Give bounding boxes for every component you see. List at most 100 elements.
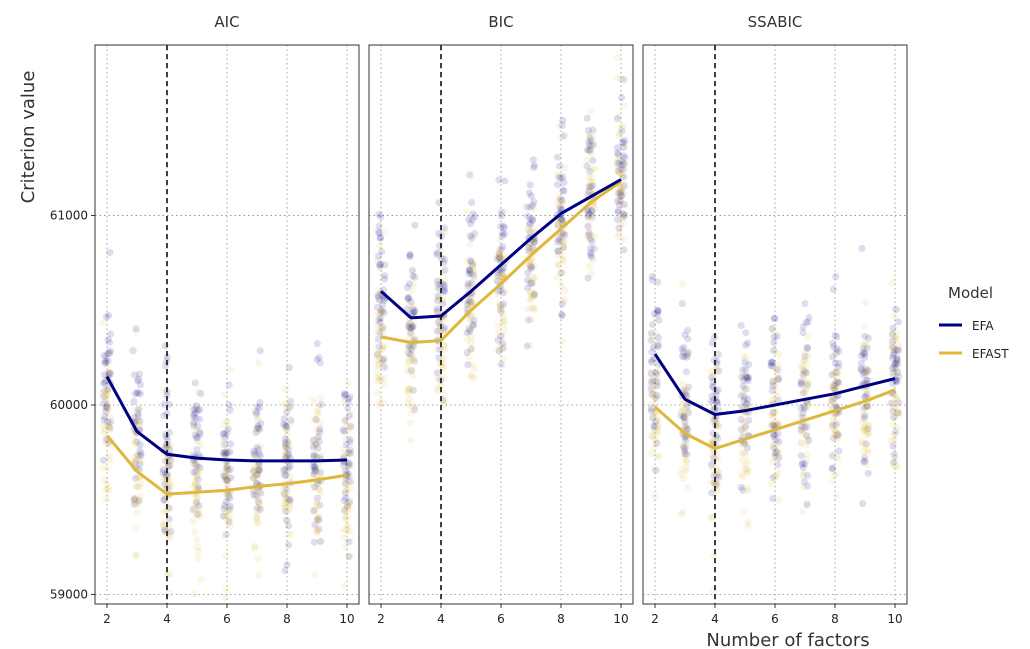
data-point <box>498 270 506 278</box>
data-point <box>828 382 837 390</box>
data-point <box>620 136 629 144</box>
data-point <box>341 392 349 400</box>
data-point <box>163 571 171 579</box>
data-point <box>159 469 167 477</box>
data-point <box>742 366 750 374</box>
data-point <box>135 496 143 504</box>
data-point <box>615 150 623 159</box>
data-point <box>681 453 689 461</box>
data-point <box>857 365 865 373</box>
data-point <box>374 371 382 379</box>
data-point <box>863 402 871 410</box>
data-point <box>285 507 293 515</box>
data-point <box>495 248 503 256</box>
data-point <box>162 508 170 516</box>
data-point <box>226 507 234 515</box>
data-point <box>801 379 809 387</box>
data-point <box>283 530 291 539</box>
data-point <box>103 391 111 399</box>
data-point <box>652 382 661 390</box>
data-point <box>467 339 475 347</box>
data-point <box>830 397 838 405</box>
data-point <box>527 279 535 287</box>
data-point <box>499 243 507 251</box>
data-point <box>739 472 747 481</box>
data-point <box>226 365 234 373</box>
data-point <box>618 184 627 193</box>
data-point <box>254 422 262 430</box>
data-point <box>834 435 842 444</box>
data-point <box>193 446 201 454</box>
data-point <box>769 430 778 438</box>
data-point <box>129 498 137 506</box>
data-point <box>163 436 172 444</box>
data-point <box>380 360 388 368</box>
data-point <box>738 403 746 411</box>
data-point <box>891 346 899 354</box>
data-point <box>223 476 231 484</box>
data-point <box>560 178 568 187</box>
data-point <box>614 167 622 175</box>
data-point <box>861 386 869 394</box>
data-point <box>467 269 475 277</box>
data-point <box>774 376 783 384</box>
data-point <box>405 395 414 403</box>
data-point <box>501 207 509 215</box>
data-point <box>190 412 198 421</box>
data-point <box>647 385 655 393</box>
data-point <box>684 409 692 418</box>
data-point <box>469 272 478 280</box>
data-point <box>833 429 841 437</box>
data-point <box>553 171 561 179</box>
data-point <box>774 440 782 448</box>
data-point <box>192 405 200 413</box>
data-point <box>613 149 621 157</box>
data-point <box>828 452 837 460</box>
data-point <box>797 422 805 430</box>
data-point <box>559 269 567 277</box>
data-point <box>799 323 807 331</box>
data-point <box>743 400 751 408</box>
data-point <box>256 499 264 507</box>
data-point <box>832 379 840 387</box>
data-point <box>526 228 535 236</box>
data-point <box>767 359 775 367</box>
data-point <box>312 416 320 424</box>
data-point <box>769 378 777 386</box>
data-point <box>377 307 385 315</box>
data-point <box>220 472 228 480</box>
data-point <box>769 420 777 429</box>
data-point <box>407 324 415 332</box>
data-point <box>684 425 692 433</box>
data-point <box>494 336 502 344</box>
data-point <box>135 375 143 383</box>
data-point <box>287 419 295 427</box>
data-point <box>134 410 142 418</box>
data-point <box>683 451 692 459</box>
data-point <box>771 452 779 460</box>
data-point <box>710 479 718 487</box>
data-point <box>221 440 229 448</box>
data-point <box>374 350 382 358</box>
data-point <box>587 244 595 253</box>
data-point <box>104 464 112 473</box>
data-point <box>375 229 383 237</box>
data-point <box>802 368 811 376</box>
data-point <box>805 437 813 445</box>
data-point <box>194 475 202 483</box>
data-point <box>588 141 597 149</box>
data-point <box>496 252 504 260</box>
data-point <box>619 122 627 130</box>
data-point <box>340 496 348 504</box>
data-point <box>375 222 383 230</box>
data-point <box>135 420 143 428</box>
data-point <box>283 430 291 438</box>
data-point <box>891 401 899 409</box>
data-point <box>862 440 870 448</box>
data-point <box>619 212 627 220</box>
data-point <box>433 277 441 285</box>
series-line-efast-aic <box>105 434 348 496</box>
data-point <box>470 374 478 382</box>
data-point <box>620 181 628 190</box>
data-point <box>256 504 265 512</box>
